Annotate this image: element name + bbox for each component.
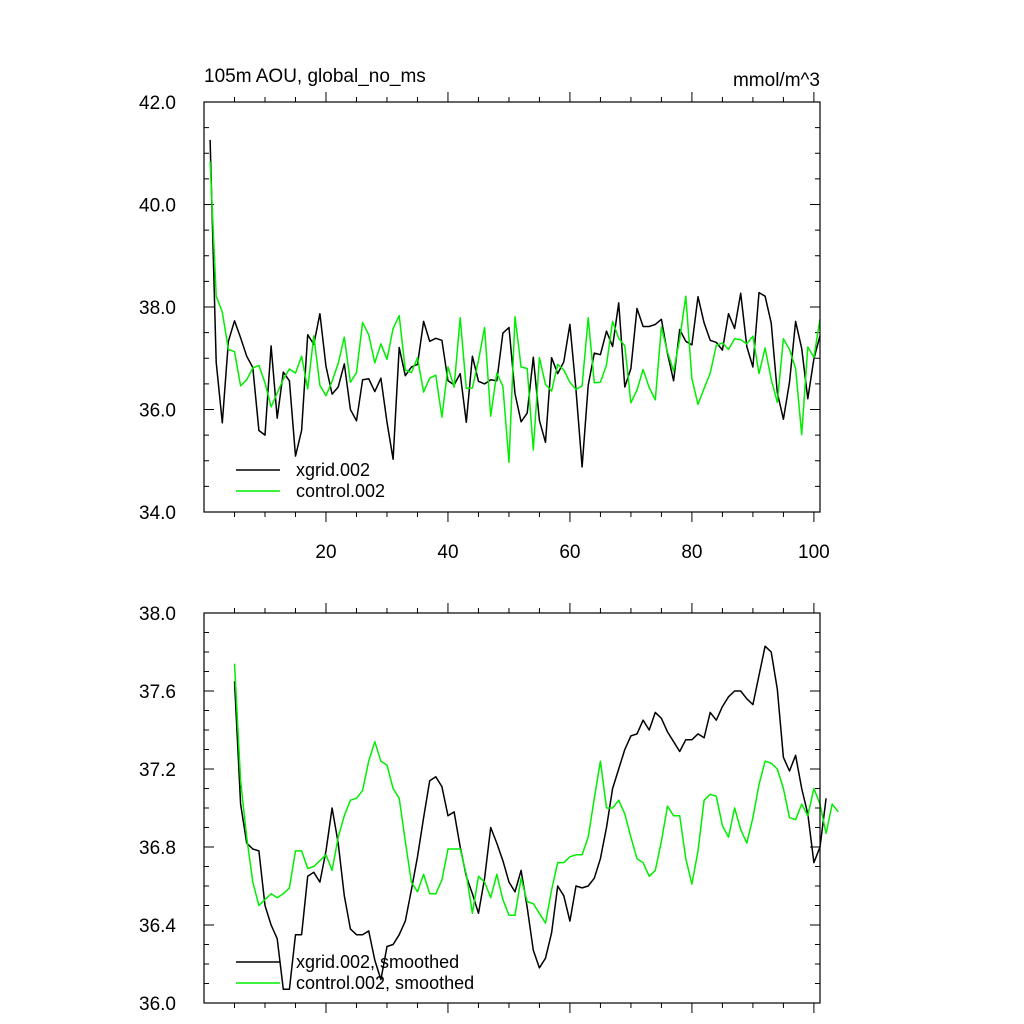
- top-panel: 105m AOU, global_no_ms mmol/m^3 34.0 36.0…: [139, 66, 830, 563]
- bottom-panel-series: [233, 645, 839, 991]
- y-tick-label: 36.4: [139, 916, 176, 937]
- bottom-panel: 36.0 36.4 36.8 37.2 37.6 38.0 xgrid.002, smoo…: [139, 603, 839, 1015]
- bottom-panel-frame: [203, 612, 821, 1004]
- series-line-xgrid: [209, 139, 821, 468]
- bottom-panel-ticks: 36.0 36.4 36.8 37.2 37.6 38.0: [139, 603, 820, 1015]
- x-tick-label: 100: [798, 542, 830, 563]
- legend-label: xgrid.002, smoothed: [296, 952, 459, 972]
- series-line-control: [209, 161, 821, 464]
- chart-title: 105m AOU, global_no_ms: [204, 66, 426, 87]
- y-tick-label: 37.6: [139, 682, 176, 703]
- series-line-xgrid: [233, 645, 827, 991]
- legend-label: control.002, smoothed: [296, 973, 474, 993]
- top-panel-series: [209, 139, 821, 468]
- y-tick-label: 42.0: [139, 93, 176, 114]
- x-tick-label: 60: [559, 542, 580, 563]
- top-panel-frame: [203, 101, 821, 513]
- x-tick-label: 80: [681, 542, 702, 563]
- y-tick-label: 34.0: [139, 503, 176, 524]
- legend-label: xgrid.002: [296, 460, 370, 480]
- top-panel-ticks: 34.0 36.0 38.0 40.0 42.0 20 40 60 80 100: [139, 92, 830, 563]
- y-tick-label: 36.0: [139, 401, 176, 422]
- units-label: mmol/m^3: [733, 70, 820, 91]
- y-tick-label: 36.0: [139, 994, 176, 1015]
- y-tick-label: 40.0: [139, 196, 176, 217]
- x-tick-label: 20: [315, 542, 336, 563]
- legend-label: control.002: [296, 481, 385, 501]
- y-tick-label: 37.2: [139, 760, 176, 781]
- y-tick-label: 38.0: [139, 604, 176, 625]
- x-tick-label: 40: [437, 542, 458, 563]
- y-tick-label: 38.0: [139, 298, 176, 319]
- y-tick-label: 36.8: [139, 838, 176, 859]
- series-line-control: [233, 663, 839, 924]
